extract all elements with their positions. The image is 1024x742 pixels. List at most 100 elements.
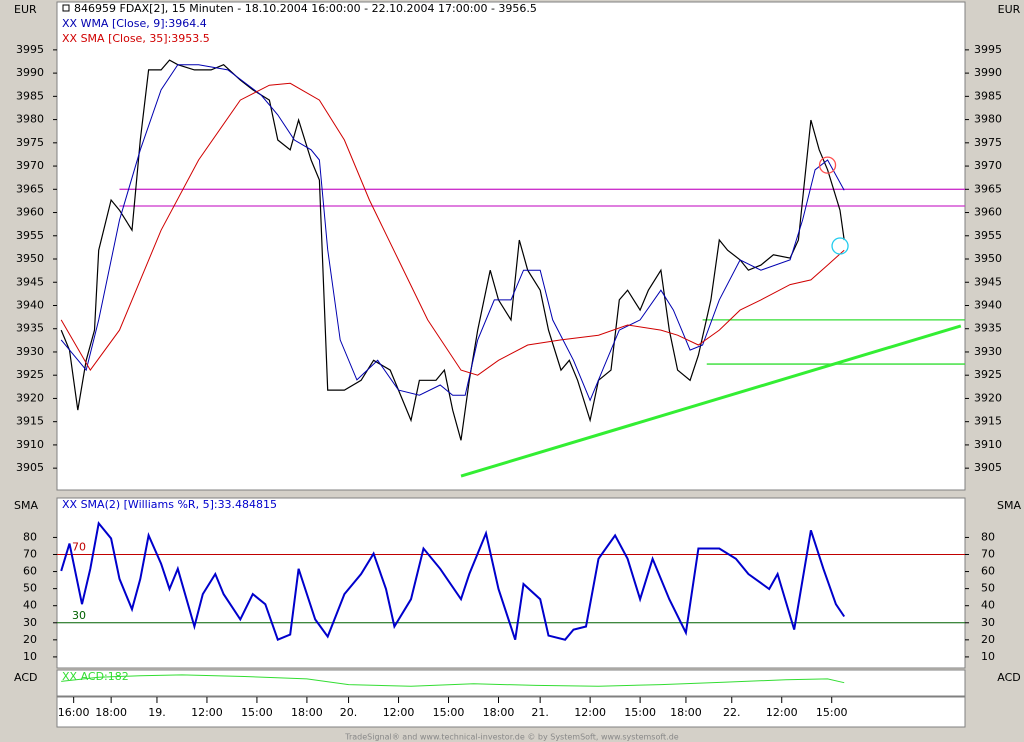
legend-entry: XX SMA(2) [Williams %R, 5]:33.484815 [62,498,277,511]
y-tick-label: 40 [23,599,37,612]
x-tick-label: 12:00 [191,706,223,719]
y-tick-label: 60 [23,565,37,578]
unit-label: SMA [14,499,38,512]
x-tick-label: 12:00 [574,706,606,719]
y-tick-label: 3985 [974,89,1002,102]
x-tick-label: 18:00 [95,706,127,719]
x-tick-label: 20. [340,706,358,719]
x-tick-label: 15:00 [241,706,273,719]
x-tick-label: 15:00 [624,706,656,719]
legend-entry: XX SMA [Close, 35]:3953.5 [62,32,210,45]
series-line [60,520,846,642]
y-tick-label: 3970 [974,159,1002,172]
y-tick-label: 3905 [974,461,1002,474]
y-tick-label: 10 [23,650,37,663]
x-tick-label: 18:00 [291,706,323,719]
y-tick-label: 3940 [974,298,1002,311]
x-tick-label: 15:00 [433,706,465,719]
y-tick-label: 40 [981,599,995,612]
y-tick-label: 3920 [16,391,44,404]
acd-panel [56,669,966,697]
x-tick-label: 18:00 [483,706,515,719]
y-tick-label: 3910 [16,438,44,451]
x-tick-label: 18:00 [670,706,702,719]
x-tick-label: 12:00 [766,706,798,719]
y-tick-label: 3930 [16,345,44,358]
y-tick-label: 20 [23,633,37,646]
y-tick-label: 3955 [974,229,1002,242]
trend-line [460,324,962,478]
y-tick-label: 3975 [16,136,44,149]
y-tick-label: 30 [981,616,995,629]
unit-label: ACD [997,671,1020,684]
y-tick-label: 3950 [16,252,44,265]
series-line [60,82,845,376]
time-axis [56,696,966,728]
plot-area: 70 30 [57,520,965,642]
y-tick-label: 3925 [974,368,1002,381]
legend-entry: XX WMA [Close, 9]:3964.4 [62,17,207,30]
y-tick-label: 3990 [974,66,1002,79]
y-tick-label: 3940 [16,298,44,311]
y-tick-label: 60 [981,565,995,578]
y-tick-label: 3960 [974,206,1002,219]
y-tick-label: 80 [23,530,37,543]
marker [818,156,837,174]
series-line [60,59,845,441]
y-tick-label: 3915 [974,415,1002,428]
y-tick-label: 3935 [974,322,1002,335]
footer: TradeSignal® and www.technical-investor.… [344,733,679,742]
y-tick-label: 50 [23,582,37,595]
plot-area [61,674,845,687]
y-tick-label: 3950 [974,252,1002,265]
x-tick-label: 22. [723,706,741,719]
y-tick-label: 3985 [16,89,44,102]
y-tick-label: 30 [23,616,37,629]
y-tick-label: 10 [981,650,995,663]
unit-label: EUR [998,3,1021,16]
series-line [60,64,845,402]
y-tick-label: 20 [981,633,995,646]
y-tick-label: 3995 [974,43,1002,56]
y-tick-label: 3955 [16,229,44,242]
unit-label: SMA [997,499,1021,512]
y-tick-label: 3935 [16,322,44,335]
y-tick-label: 3905 [16,461,44,474]
level-label: 70 [72,540,86,553]
y-tick-label: 3965 [16,182,44,195]
x-tick-label: 21. [531,706,549,719]
y-tick-label: 3915 [16,415,44,428]
y-tick-label: 3910 [974,438,1002,451]
y-tick-label: 70 [981,547,995,560]
x-tick-label: 16:00 [58,706,90,719]
plot-area [60,59,965,478]
y-tick-label: 3980 [16,113,44,126]
y-tick-label: 3970 [16,159,44,172]
x-tick-label: 19. [148,706,166,719]
y-tick-label: 3920 [974,391,1002,404]
marker [831,237,849,255]
unit-label: EUR [14,3,37,16]
y-tick-label: 3945 [16,275,44,288]
legend-entry: XX ACD:182 [62,670,129,683]
y-tick-label: 3995 [16,43,44,56]
y-tick-label: 3960 [16,206,44,219]
title-icon [62,4,70,12]
y-tick-label: 3990 [16,66,44,79]
y-tick-label: 3945 [974,275,1002,288]
oscillator-panel [56,497,966,669]
chart-title: 846959 FDAX[2], 15 Minuten - 18.10.2004 … [74,2,537,15]
y-tick-label: 3925 [16,368,44,381]
y-tick-label: 3930 [974,345,1002,358]
y-tick-label: 70 [23,547,37,560]
unit-label: ACD [14,671,37,684]
y-tick-label: 80 [981,530,995,543]
x-tick-label: 12:00 [383,706,415,719]
series-line [61,674,845,687]
level-label: 30 [72,609,86,622]
y-tick-label: 3965 [974,182,1002,195]
y-tick-label: 3980 [974,113,1002,126]
x-tick-label: 15:00 [816,706,848,719]
